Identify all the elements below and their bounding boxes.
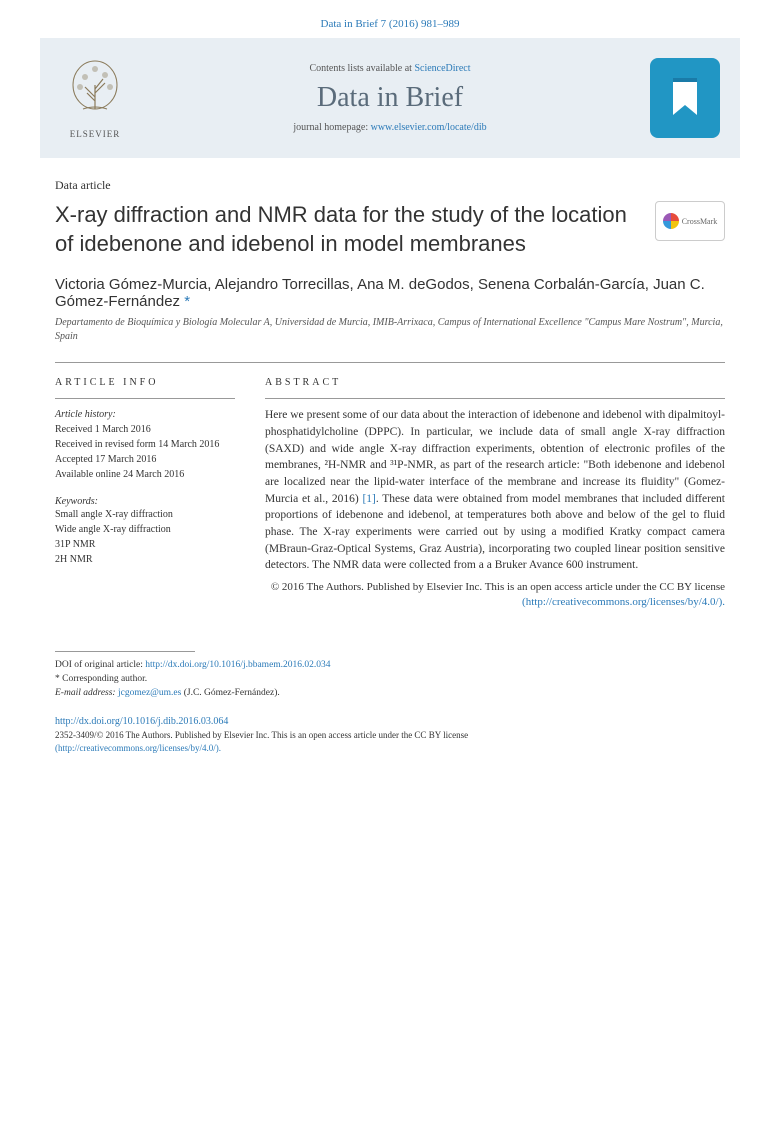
running-head: Data in Brief 7 (2016) 981–989: [0, 0, 780, 38]
authors-line: Victoria Gómez-Murcia, Alejandro Torreci…: [55, 276, 725, 310]
corresponding-mark: *: [184, 293, 190, 310]
sciencedirect-link[interactable]: ScienceDirect: [414, 63, 470, 74]
contents-line: Contents lists available at ScienceDirec…: [150, 63, 630, 74]
dib-bookmark-icon: [665, 73, 705, 123]
copyright-text: © 2016 The Authors. Published by Elsevie…: [271, 581, 725, 593]
footer-license-link[interactable]: (http://creativecommons.org/licenses/by/…: [55, 743, 221, 753]
email-line: E-mail address: jcgomez@um.es (J.C. Góme…: [55, 686, 725, 700]
crossmark-badge[interactable]: CrossMark: [655, 201, 725, 241]
keywords-list: Small angle X-ray diffraction Wide angle…: [55, 507, 235, 567]
banner-center: Contents lists available at ScienceDirec…: [150, 63, 630, 133]
affiliation: Departamento de Bioquímica y Biología Mo…: [55, 316, 725, 344]
journal-banner: ELSEVIER Contents lists available at Sci…: [40, 38, 740, 158]
elsevier-logo: ELSEVIER: [55, 48, 135, 148]
abstract-heading: ABSTRACT: [265, 377, 725, 388]
email-link[interactable]: jcgomez@um.es: [118, 688, 181, 698]
homepage-line: journal homepage: www.elsevier.com/locat…: [150, 122, 630, 133]
keyword: 31P NMR: [55, 537, 235, 552]
accepted-date: Accepted 17 March 2016: [55, 452, 235, 467]
abstract-column: ABSTRACT Here we present some of our dat…: [265, 377, 725, 611]
crossmark-icon: [663, 213, 679, 229]
doi-link[interactable]: http://dx.doi.org/10.1016/j.dib.2016.03.…: [55, 716, 228, 727]
title-row: X-ray diffraction and NMR data for the s…: [55, 201, 725, 258]
corresponding-author-note: * Corresponding author.: [55, 672, 725, 686]
article-body: Data article X-ray diffraction and NMR d…: [0, 158, 780, 621]
citation-text: Data in Brief 7 (2016) 981–989: [321, 18, 460, 30]
keyword: Wide angle X-ray diffraction: [55, 522, 235, 537]
keyword: Small angle X-ray diffraction: [55, 507, 235, 522]
received-date: Received 1 March 2016: [55, 422, 235, 437]
two-column-layout: ARTICLE INFO Article history: Received 1…: [55, 377, 725, 611]
keyword: 2H NMR: [55, 552, 235, 567]
doi-line: http://dx.doi.org/10.1016/j.dib.2016.03.…: [55, 714, 725, 729]
elsevier-tree-icon: [65, 57, 125, 127]
footer-area: DOI of original article: http://dx.doi.o…: [0, 651, 780, 770]
history-label: Article history:: [55, 407, 235, 422]
doi-original-line: DOI of original article: http://dx.doi.o…: [55, 658, 725, 672]
license-link[interactable]: (http://creativecommons.org/licenses/by/…: [522, 596, 725, 608]
copyright-block: © 2016 The Authors. Published by Elsevie…: [265, 580, 725, 611]
article-title: X-ray diffraction and NMR data for the s…: [55, 201, 635, 258]
article-history: Article history: Received 1 March 2016 R…: [55, 407, 235, 482]
footer-rule: [55, 651, 195, 652]
article-info-heading: ARTICLE INFO: [55, 377, 235, 388]
abstract-rule: [265, 398, 725, 399]
ref-link[interactable]: [1]: [362, 493, 375, 505]
abstract-text: Here we present some of our data about t…: [265, 407, 725, 574]
license-footer: 2352-3409/© 2016 The Authors. Published …: [55, 729, 725, 754]
article-type: Data article: [55, 178, 725, 193]
dib-logo: [650, 58, 720, 138]
online-date: Available online 24 March 2016: [55, 467, 235, 482]
keywords-label: Keywords:: [55, 496, 235, 507]
crossmark-label: CrossMark: [682, 217, 718, 226]
divider: [55, 362, 725, 363]
article-info-column: ARTICLE INFO Article history: Received 1…: [55, 377, 235, 611]
info-rule: [55, 398, 235, 399]
doi-original-link[interactable]: http://dx.doi.org/10.1016/j.bbamem.2016.…: [145, 660, 330, 670]
homepage-link[interactable]: www.elsevier.com/locate/dib: [371, 122, 487, 133]
elsevier-label: ELSEVIER: [70, 129, 121, 139]
revised-date: Received in revised form 14 March 2016: [55, 437, 235, 452]
journal-name: Data in Brief: [150, 82, 630, 114]
